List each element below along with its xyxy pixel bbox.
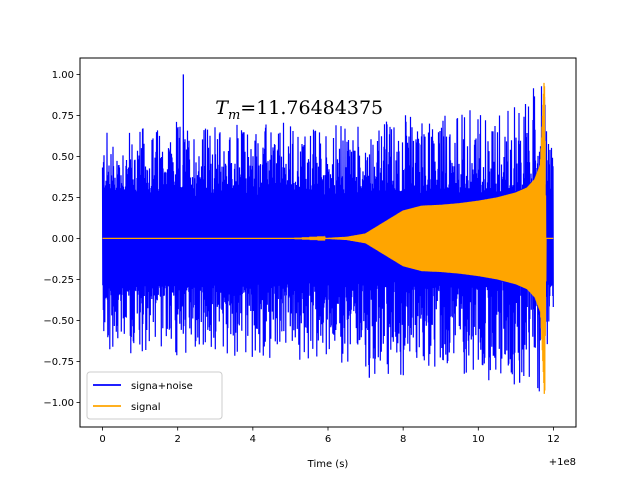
x-tick-label: 2 [175, 434, 181, 445]
legend-label-signal: signal [131, 402, 161, 413]
x-tick-label: 0 [99, 434, 105, 445]
x-offset-label: +1e8 [549, 457, 576, 468]
x-tick-label: 12 [547, 434, 560, 445]
annotation-symbol: T [215, 97, 229, 119]
y-tick-label: 0.00 [52, 234, 74, 245]
y-tick-label: 1.00 [52, 70, 74, 81]
y-tick-label: −0.50 [43, 316, 74, 327]
x-tick-label: 6 [325, 434, 331, 445]
y-tick-label: −0.75 [43, 357, 74, 368]
legend-label-signal-noise: signa+noise [131, 381, 193, 392]
y-axis-ticks: −1.00 −0.75 −0.50 −0.25 0.00 0.25 0.50 0.75 1.00 [43, 70, 80, 409]
tm-annotation: Tm=11.76484375 [215, 97, 383, 123]
x-axis-ticks: 0 2 4 6 8 10 12 [99, 427, 560, 445]
y-tick-label: −0.25 [43, 275, 74, 286]
x-tick-label: 8 [400, 434, 406, 445]
x-tick-label: 10 [472, 434, 485, 445]
x-tick-label: 4 [250, 434, 256, 445]
series-layer [101, 74, 554, 394]
legend: signa+noise signal [86, 371, 223, 420]
legend-box [86, 371, 223, 420]
y-tick-label: 0.25 [52, 193, 74, 204]
y-tick-label: 0.50 [52, 152, 74, 163]
y-tick-label: 0.75 [52, 111, 74, 122]
y-tick-label: −1.00 [43, 398, 74, 409]
annotation-subscript: m [228, 108, 240, 123]
series-line-signal [102, 82, 554, 394]
x-axis-label: Time (s) [307, 459, 349, 470]
annotation-value: =11.76484375 [240, 97, 383, 119]
